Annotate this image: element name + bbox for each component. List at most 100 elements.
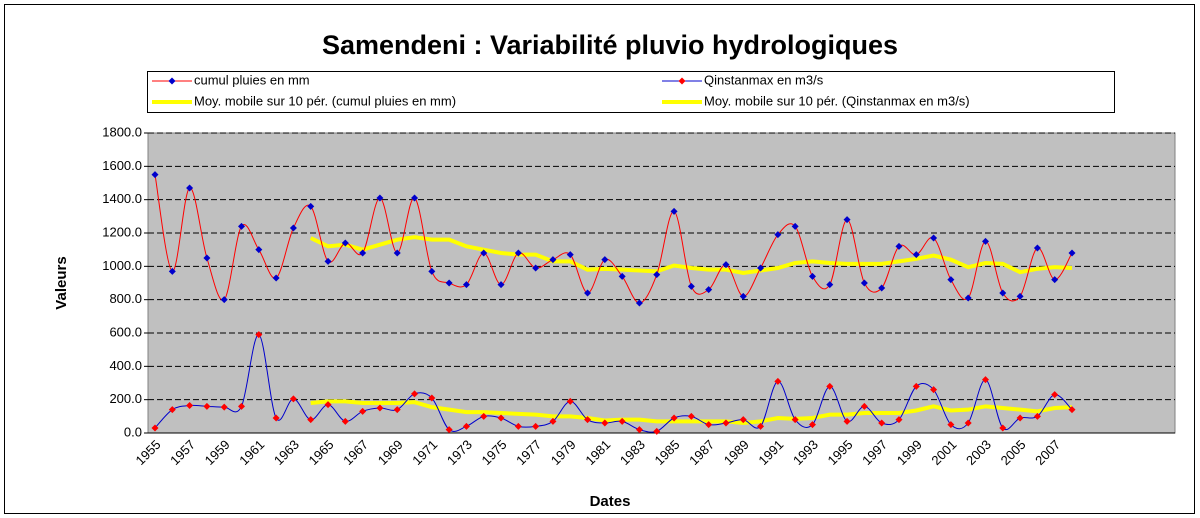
data-point (1033, 412, 1041, 420)
legend-label: Moy. mobile sur 10 pér. (cumul pluies en… (194, 93, 456, 108)
data-point (272, 274, 280, 282)
data-point (549, 256, 557, 264)
chart-title: Samendeni : Variabilité pluvio hydrologi… (322, 30, 898, 60)
data-point (220, 296, 228, 304)
data-point (705, 421, 713, 429)
data-point (757, 264, 765, 272)
series-line (309, 235, 1073, 276)
data-point (203, 254, 211, 262)
data-point (168, 267, 176, 275)
legend (147, 71, 1115, 113)
data-point (808, 272, 816, 280)
data-point (428, 394, 436, 402)
data-point (843, 216, 851, 224)
data-point (860, 279, 868, 287)
data-point (947, 421, 955, 429)
data-point (687, 412, 695, 420)
data-point (514, 249, 522, 257)
data-point (808, 421, 816, 429)
data-point (912, 251, 920, 259)
data-point (289, 395, 297, 403)
data-point (376, 194, 384, 202)
data-point (445, 279, 453, 287)
data-point (497, 281, 505, 289)
legend-marker (168, 77, 176, 85)
data-point (774, 231, 782, 239)
data-point (1051, 391, 1059, 399)
data-point (255, 246, 263, 254)
data-point (376, 404, 384, 412)
data-point (462, 422, 470, 430)
data-point (497, 414, 505, 422)
data-point (999, 289, 1007, 297)
data-point (238, 402, 246, 410)
data-point (705, 286, 713, 294)
y-axis-title: Valeurs (53, 256, 70, 309)
data-point (532, 422, 540, 430)
data-point (618, 272, 626, 280)
data-point (272, 414, 280, 422)
data-point (186, 402, 194, 409)
data-point (618, 417, 626, 425)
data-point (601, 419, 609, 427)
data-point (791, 222, 799, 230)
data-point (324, 401, 332, 409)
data-point (653, 271, 661, 279)
y-tick-label: 1400.0 (102, 191, 142, 206)
y-tick-label: 800.0 (109, 291, 142, 306)
data-point (151, 171, 159, 179)
data-point (895, 416, 903, 424)
data-point (860, 402, 868, 410)
data-point (238, 222, 246, 230)
data-point (255, 331, 263, 339)
data-point (1016, 414, 1024, 422)
data-point (341, 239, 349, 247)
legend-label: Qinstanmax en m3/s (704, 72, 824, 87)
data-point (341, 417, 349, 425)
data-point (480, 412, 488, 420)
data-point (826, 382, 834, 390)
y-tick-label: 1600.0 (102, 158, 142, 173)
data-point (566, 251, 574, 259)
y-tick-label: 200.0 (109, 391, 142, 406)
data-point (220, 403, 228, 411)
data-point (843, 417, 851, 425)
data-point (722, 261, 730, 269)
data-point (1033, 244, 1041, 252)
data-point (670, 414, 678, 422)
data-point (532, 264, 540, 272)
data-point (912, 382, 920, 390)
data-point (722, 419, 730, 427)
data-point (359, 407, 367, 415)
data-point (757, 422, 765, 430)
data-point (826, 281, 834, 289)
data-point (930, 386, 938, 394)
data-point (964, 419, 972, 427)
y-tick-label: 400.0 (109, 358, 142, 373)
data-point (964, 294, 972, 302)
data-point (653, 427, 661, 435)
y-tick-label: 600.0 (109, 324, 142, 339)
data-point (670, 207, 678, 215)
legend-label: Moy. mobile sur 10 pér. (Qinstanmax en m… (704, 93, 970, 108)
x-axis-title: Dates (590, 493, 631, 510)
data-point (307, 202, 315, 210)
data-point (324, 257, 332, 265)
data-point (514, 422, 522, 430)
data-point (393, 406, 401, 414)
data-point (981, 237, 989, 245)
y-tick-label: 1000.0 (102, 258, 142, 273)
data-point (359, 249, 367, 257)
data-point (635, 299, 643, 307)
data-point (878, 284, 886, 292)
data-point (739, 416, 747, 424)
y-tick-label: 0.0 (124, 424, 142, 439)
data-point (635, 426, 643, 434)
data-point (480, 249, 488, 257)
data-point (1068, 249, 1076, 257)
legend-label: cumul pluies en mm (194, 72, 310, 87)
legend-marker (678, 77, 686, 85)
data-point (895, 242, 903, 250)
data-point (428, 267, 436, 275)
